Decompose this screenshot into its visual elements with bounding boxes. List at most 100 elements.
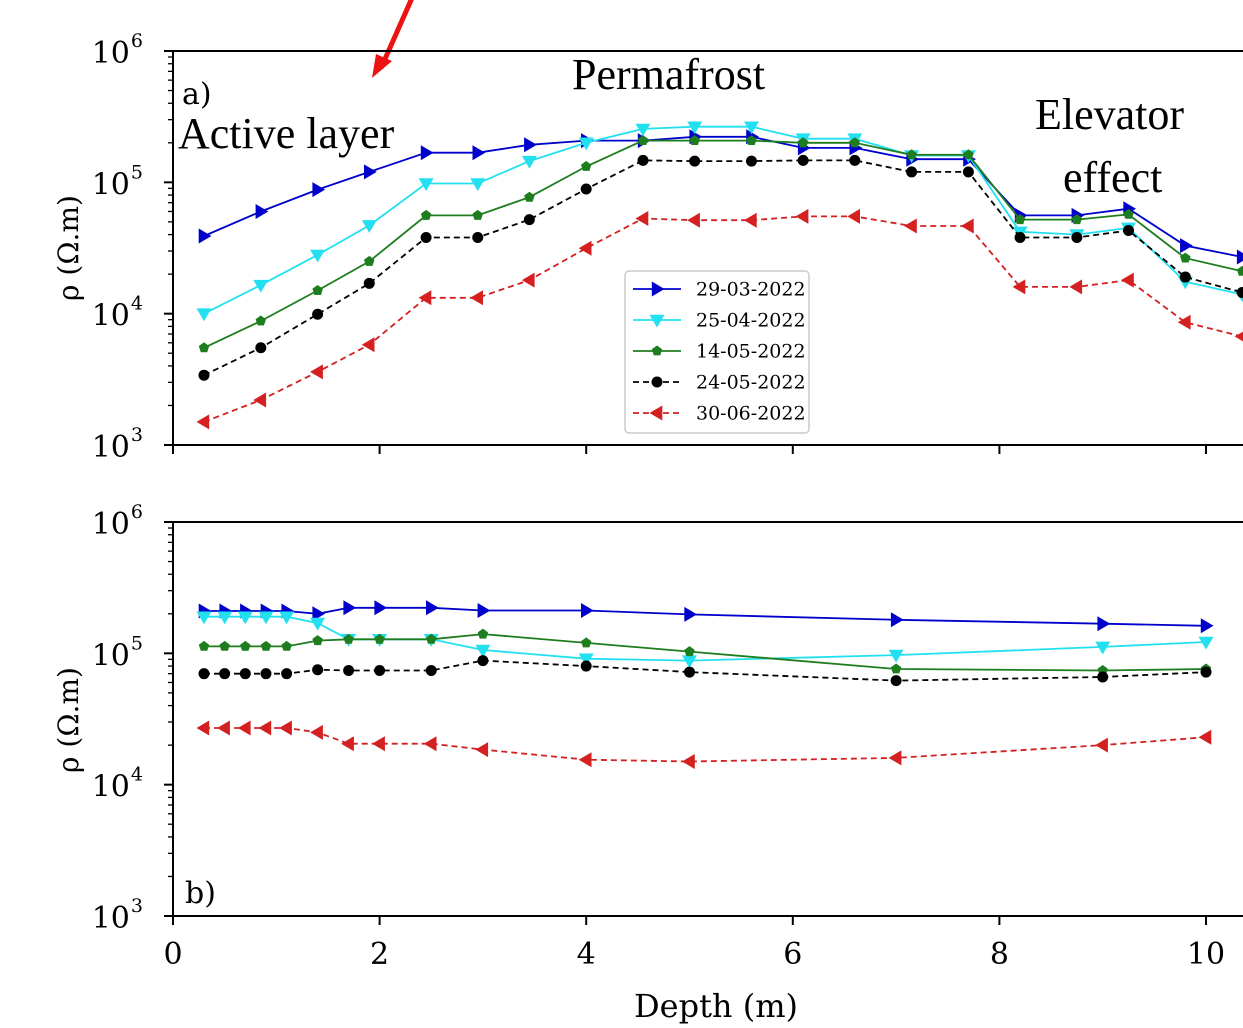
data-point bbox=[361, 337, 375, 353]
panel-a-frame bbox=[172, 50, 1243, 446]
series-24-05-2022 bbox=[198, 154, 1243, 381]
data-point bbox=[196, 720, 210, 736]
legend-marker bbox=[651, 345, 663, 356]
legend-label: 29-03-2022 bbox=[696, 279, 806, 301]
legend-marker bbox=[651, 281, 665, 297]
data-point bbox=[219, 640, 230, 651]
data-point bbox=[477, 655, 489, 667]
data-point bbox=[682, 655, 697, 669]
data-point bbox=[963, 149, 974, 160]
data-point bbox=[374, 633, 385, 644]
data-point bbox=[312, 606, 326, 622]
data-point bbox=[1180, 252, 1191, 263]
data-point bbox=[521, 272, 535, 288]
legend-frame bbox=[624, 270, 810, 434]
data-point bbox=[219, 668, 231, 680]
series-30-06-2022 bbox=[196, 208, 1243, 430]
data-point bbox=[426, 633, 437, 644]
data-point bbox=[198, 369, 210, 381]
data-point bbox=[312, 285, 323, 295]
data-point bbox=[312, 308, 324, 320]
annotation-permafrost: Permafrost bbox=[572, 50, 765, 99]
data-point bbox=[890, 612, 904, 628]
data-point bbox=[341, 736, 354, 752]
series-line bbox=[203, 159, 1243, 377]
panel-a-y-axis-label: ρ (Ω.m) bbox=[52, 195, 85, 301]
data-point bbox=[1234, 331, 1243, 342]
data-point bbox=[470, 290, 483, 306]
data-point bbox=[472, 232, 484, 244]
data-point bbox=[1200, 666, 1212, 678]
data-point bbox=[239, 668, 251, 680]
legend-marker bbox=[651, 376, 663, 388]
data-point bbox=[1236, 249, 1243, 265]
data-point bbox=[312, 182, 326, 198]
data-point bbox=[475, 742, 489, 758]
data-point bbox=[744, 212, 757, 228]
data-point bbox=[890, 675, 902, 687]
data-point bbox=[637, 154, 649, 166]
data-point bbox=[258, 611, 274, 625]
data-point bbox=[1198, 636, 1214, 650]
data-point bbox=[1069, 279, 1083, 295]
data-point bbox=[1236, 265, 1243, 276]
data-point bbox=[906, 149, 917, 160]
data-point bbox=[578, 240, 592, 256]
data-point bbox=[255, 342, 267, 354]
x-tick-label: 8 bbox=[990, 937, 1009, 972]
y-tick-label: 103 bbox=[92, 424, 143, 465]
data-point bbox=[523, 214, 535, 226]
data-point bbox=[524, 191, 535, 202]
data-point bbox=[198, 640, 210, 651]
data-point bbox=[364, 164, 377, 180]
red-arrow-icon bbox=[372, 0, 414, 78]
data-point bbox=[684, 606, 697, 622]
series-line bbox=[204, 606, 1207, 627]
data-point bbox=[217, 611, 233, 625]
data-point bbox=[420, 232, 432, 244]
data-point bbox=[198, 668, 210, 680]
data-point bbox=[420, 209, 432, 220]
data-point bbox=[962, 166, 974, 178]
data-point bbox=[637, 135, 649, 145]
panel-b: 103 104 105 106 0 2 4 6 8 10 b) ρ (Ω.m) Depth (m… bbox=[52, 501, 1243, 1025]
legend-marker bbox=[649, 314, 665, 328]
data-point bbox=[581, 161, 592, 171]
y-tick-label: 105 bbox=[92, 161, 143, 202]
data-point bbox=[524, 137, 537, 153]
y-tick-label: 104 bbox=[92, 764, 143, 805]
data-point bbox=[797, 154, 809, 166]
x-tick-label: 6 bbox=[783, 937, 802, 972]
data-point bbox=[890, 663, 902, 674]
data-point bbox=[1097, 671, 1109, 683]
data-point bbox=[196, 611, 212, 625]
data-point bbox=[475, 644, 491, 658]
data-point bbox=[472, 209, 483, 220]
data-point bbox=[426, 600, 439, 616]
data-point bbox=[372, 736, 385, 752]
data-point bbox=[310, 724, 323, 740]
data-point bbox=[1179, 271, 1191, 283]
legend-label: 24-05-2022 bbox=[696, 372, 806, 394]
data-point bbox=[581, 637, 592, 648]
legend-entry: 24-05-2022 bbox=[633, 372, 806, 394]
panel-b-y-axis-label: ρ (Ω.m) bbox=[52, 667, 85, 773]
data-point bbox=[745, 155, 757, 167]
data-point bbox=[217, 720, 230, 736]
data-point bbox=[635, 123, 651, 137]
series-14-05-2022 bbox=[198, 628, 1212, 675]
x-tick-label: 2 bbox=[370, 937, 389, 972]
panel-b-label: b) bbox=[185, 876, 216, 911]
panel-a-series bbox=[196, 121, 1243, 430]
data-point bbox=[888, 649, 904, 663]
data-point bbox=[237, 611, 253, 625]
data-point bbox=[1014, 214, 1026, 225]
panel-a-x-ticks bbox=[172, 445, 1207, 454]
data-point bbox=[343, 600, 357, 616]
data-point bbox=[253, 392, 267, 408]
data-point bbox=[1012, 279, 1026, 295]
data-point bbox=[196, 414, 210, 430]
data-point bbox=[1097, 616, 1111, 632]
